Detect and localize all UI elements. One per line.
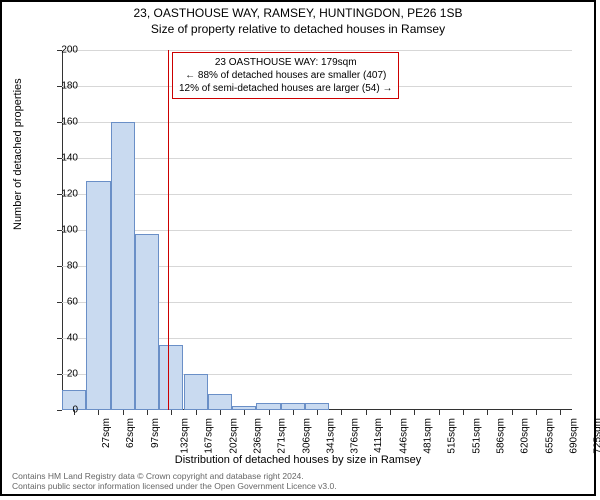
x-tick-label: 62sqm	[125, 418, 136, 448]
y-tick-label: 80	[48, 261, 78, 272]
histogram-bar	[135, 234, 159, 410]
histogram-bar	[281, 403, 305, 410]
x-tick-label: 202sqm	[228, 418, 239, 454]
footer-line2: Contains public sector information licen…	[12, 481, 337, 491]
x-tick-mark	[487, 410, 488, 415]
x-tick-mark	[293, 410, 294, 415]
chart-title-sub: Size of property relative to detached ho…	[2, 22, 594, 36]
histogram-bar	[111, 122, 135, 410]
x-tick-mark	[366, 410, 367, 415]
x-tick-label: 690sqm	[568, 418, 579, 454]
x-tick-mark	[98, 410, 99, 415]
y-tick-label: 120	[48, 189, 78, 200]
y-tick-label: 60	[48, 297, 78, 308]
x-tick-label: 586sqm	[496, 418, 507, 454]
x-tick-label: 236sqm	[253, 418, 264, 454]
x-tick-mark	[463, 410, 464, 415]
histogram-bar	[159, 345, 183, 410]
x-tick-label: 27sqm	[101, 418, 112, 448]
x-tick-mark	[171, 410, 172, 415]
y-tick-label: 140	[48, 153, 78, 164]
grid-line	[62, 122, 572, 123]
x-tick-mark	[317, 410, 318, 415]
y-tick-label: 40	[48, 333, 78, 344]
x-tick-label: 376sqm	[350, 418, 361, 454]
x-tick-mark	[512, 410, 513, 415]
reference-line	[168, 50, 169, 410]
x-tick-label: 446sqm	[398, 418, 409, 454]
x-tick-mark	[390, 410, 391, 415]
y-tick-label: 160	[48, 117, 78, 128]
x-tick-label: 551sqm	[471, 418, 482, 454]
x-tick-mark	[269, 410, 270, 415]
chart-plot-area: 23 OASTHOUSE WAY: 179sqm← 88% of detache…	[62, 50, 572, 410]
footer-attribution: Contains HM Land Registry data © Crown c…	[12, 471, 337, 491]
x-tick-label: 271sqm	[277, 418, 288, 454]
x-tick-label: 132sqm	[180, 418, 191, 454]
y-tick-label: 0	[48, 405, 78, 416]
y-tick-label: 200	[48, 45, 78, 56]
footer-line1: Contains HM Land Registry data © Crown c…	[12, 471, 337, 481]
x-tick-label: 655sqm	[544, 418, 555, 454]
y-tick-label: 20	[48, 369, 78, 380]
y-axis-label: Number of detached properties	[12, 78, 24, 230]
chart-title-main: 23, OASTHOUSE WAY, RAMSEY, HUNTINGDON, P…	[2, 6, 594, 20]
grid-line	[62, 50, 572, 51]
histogram-bar	[184, 374, 208, 410]
grid-line	[62, 158, 572, 159]
grid-line	[62, 230, 572, 231]
x-tick-mark	[341, 410, 342, 415]
x-tick-mark	[414, 410, 415, 415]
x-tick-label: 306sqm	[301, 418, 312, 454]
chart-container: 23, OASTHOUSE WAY, RAMSEY, HUNTINGDON, P…	[0, 0, 596, 496]
x-tick-label: 97sqm	[150, 418, 161, 448]
y-tick-label: 100	[48, 225, 78, 236]
x-tick-mark	[123, 410, 124, 415]
legend-line: 23 OASTHOUSE WAY: 179sqm	[179, 56, 392, 69]
histogram-bar	[86, 181, 110, 410]
y-tick-label: 180	[48, 81, 78, 92]
x-tick-label: 620sqm	[520, 418, 531, 454]
legend-line: 12% of semi-detached houses are larger (…	[179, 82, 392, 95]
x-tick-mark	[147, 410, 148, 415]
x-tick-label: 167sqm	[204, 418, 215, 454]
legend-box: 23 OASTHOUSE WAY: 179sqm← 88% of detache…	[172, 52, 399, 99]
x-tick-label: 341sqm	[325, 418, 336, 454]
x-axis-label: Distribution of detached houses by size …	[2, 454, 594, 466]
x-tick-mark	[536, 410, 537, 415]
x-tick-mark	[220, 410, 221, 415]
histogram-bar	[305, 403, 329, 410]
x-tick-mark	[196, 410, 197, 415]
histogram-bar	[256, 403, 280, 410]
x-tick-label: 411sqm	[373, 418, 384, 453]
x-tick-mark	[560, 410, 561, 415]
legend-line: ← 88% of detached houses are smaller (40…	[179, 69, 392, 82]
x-tick-label: 515sqm	[447, 418, 458, 454]
grid-line	[62, 194, 572, 195]
x-tick-label: 481sqm	[423, 418, 434, 454]
x-tick-mark	[439, 410, 440, 415]
x-tick-label: 725sqm	[593, 418, 600, 454]
x-tick-mark	[244, 410, 245, 415]
histogram-bar	[208, 394, 232, 410]
